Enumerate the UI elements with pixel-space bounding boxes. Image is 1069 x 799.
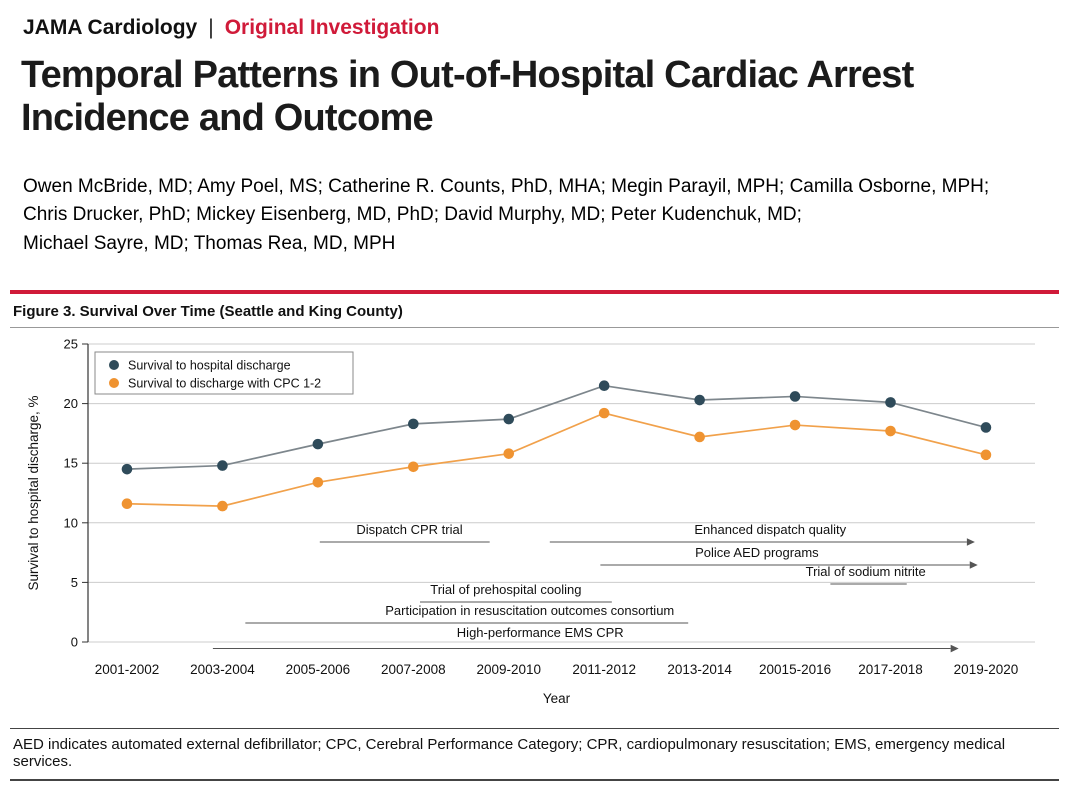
y-axis-title: Survival to hospital discharge, % [26,396,41,591]
annotations: Dispatch CPR trial Enhanced dispatch qual… [212,522,978,653]
svg-text:25: 25 [64,337,78,352]
author-list: Owen McBride, MD; Amy Poel, MS; Catherin… [23,175,990,254]
svg-text:5: 5 [71,575,78,590]
figure-footnote: AED indicates automated external defibri… [13,736,1006,771]
svg-text:Survival to hospital discharge: Survival to hospital discharge [128,359,291,373]
svg-text:2001-2002: 2001-2002 [95,662,160,677]
journal-name: JAMA Cardiology [23,16,198,39]
survival-over-time-chart: 0 5 10 15 20 25 2001-2002 2003-2004 2005-2006 200… [20,332,1069,722]
x-axis-labels: 2001-2002 2003-2004 2005-2006 2007-2008 2009… [95,662,1019,677]
svg-text:20015-2016: 20015-2016 [759,662,831,677]
svg-text:2003-2004: 2003-2004 [190,662,255,677]
footnote-top-rule [10,728,1059,730]
svg-text:Enhanced dispatch quality: Enhanced dispatch quality [694,522,846,537]
svg-text:Trial of prehospital cooling: Trial of prehospital cooling [430,582,581,597]
svg-text:20: 20 [64,396,78,411]
masthead-divider: | [208,16,214,39]
svg-text:0: 0 [71,635,78,650]
data-series [121,380,992,512]
caption-divider-rule [10,327,1059,329]
svg-text:15: 15 [64,456,78,471]
svg-text:2005-2006: 2005-2006 [286,662,351,677]
svg-text:2019-2020: 2019-2020 [954,662,1019,677]
svg-text:2017-2018: 2017-2018 [858,662,923,677]
masthead: JAMA Cardiology | Original Investigation [0,0,1069,40]
svg-text:Survival to discharge with CPC: Survival to discharge with CPC 1-2 [128,377,321,391]
svg-text:2013-2014: 2013-2014 [667,662,732,677]
svg-text:Trial of sodium nitrite: Trial of sodium nitrite [806,564,926,579]
svg-text:2007-2008: 2007-2008 [381,662,446,677]
svg-text:Dispatch CPR trial: Dispatch CPR trial [356,522,462,537]
legend: Survival to hospital discharge Survival t… [94,351,354,395]
y-gridlines-and-ticks: 0 5 10 15 20 25 [64,337,1035,650]
x-axis-title: Year [543,691,571,706]
svg-text:High-performance EMS CPR: High-performance EMS CPR [457,625,624,640]
svg-text:2011-2012: 2011-2012 [572,662,636,677]
red-section-rule [10,290,1059,295]
page-bottom-rule [10,779,1059,782]
svg-text:2009-2010: 2009-2010 [476,662,541,677]
svg-text:Participation in resuscitation: Participation in resuscitation outcomes … [385,603,674,618]
svg-text:10: 10 [64,515,78,530]
article-title: Temporal Patterns in Out-of-Hospital Car… [21,54,914,140]
svg-text:Police AED programs: Police AED programs [695,545,819,560]
article-type-label: Original Investigation [224,16,440,39]
figure-caption: Figure 3. Survival Over Time (Seattle an… [13,303,403,321]
